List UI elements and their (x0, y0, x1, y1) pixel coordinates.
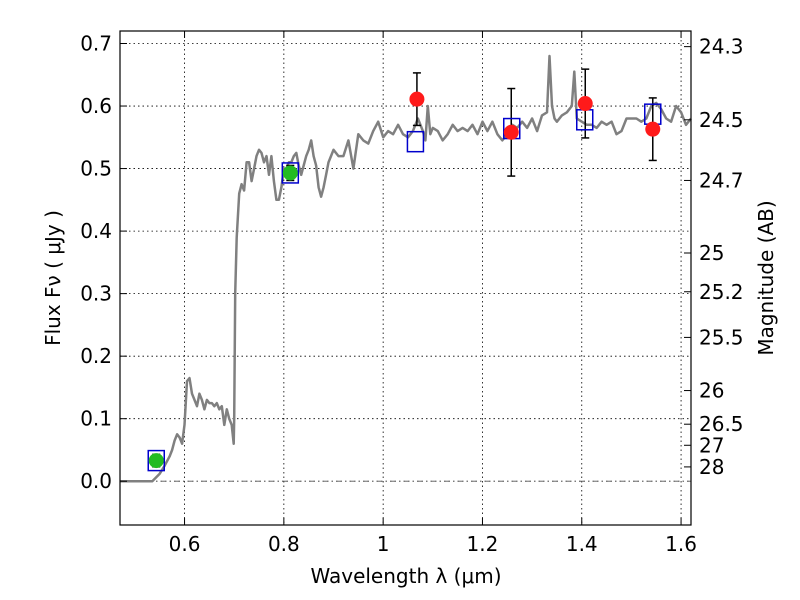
observed-point-red (503, 124, 519, 140)
spectrum-line (120, 54, 692, 483)
y2-axis-label: Magnitude (AB) (754, 200, 778, 355)
plot-border (119, 30, 692, 526)
mag-tick-label: 28 (699, 455, 724, 479)
y-tick-label: 0.3 (80, 282, 112, 306)
mag-tick-label: 26.5 (699, 412, 744, 436)
y-tick-label: 0.0 (80, 469, 112, 493)
observed-point-green (282, 165, 298, 181)
mag-tick-label: 25.5 (699, 325, 744, 349)
x-tick-label: 1.2 (467, 532, 499, 556)
spectrum-series (120, 54, 692, 483)
photometry-markers (147, 68, 662, 472)
y-tick-label: 0.6 (80, 94, 112, 118)
mag-tick-label: 24.5 (699, 108, 744, 132)
y-tick-label: 0.4 (80, 219, 112, 243)
mag-tick-label: 25 (699, 241, 724, 265)
y-tick-label: 0.1 (80, 407, 112, 431)
mag-tick-label: 24.7 (699, 168, 744, 192)
mag-tick-label: 25.2 (699, 280, 744, 304)
grid-lines (120, 31, 691, 525)
y-tick-label: 0.7 (80, 32, 112, 56)
x-tick-label: 1.4 (566, 532, 598, 556)
y-tick-label: 0.5 (80, 157, 112, 181)
mag-tick-label: 26 (699, 379, 724, 403)
x-tick-label: 0.6 (169, 532, 201, 556)
observed-point-red (409, 91, 425, 107)
y-tick-label: 0.2 (80, 344, 112, 368)
y-axis-label: Flux Fν ( μJy ) (41, 210, 65, 346)
observed-point-green (148, 453, 164, 469)
mag-tick-label: 27 (699, 433, 724, 457)
plot-frame (119, 30, 692, 526)
x-tick-label: 1 (377, 532, 390, 556)
mag-tick-label: 24.3 (699, 35, 744, 59)
x-tick-label: 1.6 (665, 532, 697, 556)
x-tick-label: 0.8 (268, 532, 300, 556)
axis-ticks: 0.6 0.8 1 1.2 1.4 1.6 0.0 0.1 0.2 0.3 0.4 0.5 0.6 0.7… (80, 31, 744, 556)
x-axis-label: Wavelength λ (μm) (310, 564, 501, 588)
observed-point-red (577, 96, 593, 112)
model-photometry-square (147, 449, 165, 472)
model-photometry-square (281, 162, 300, 184)
observed-point-red (645, 121, 661, 137)
model-photometry-square (406, 130, 425, 153)
